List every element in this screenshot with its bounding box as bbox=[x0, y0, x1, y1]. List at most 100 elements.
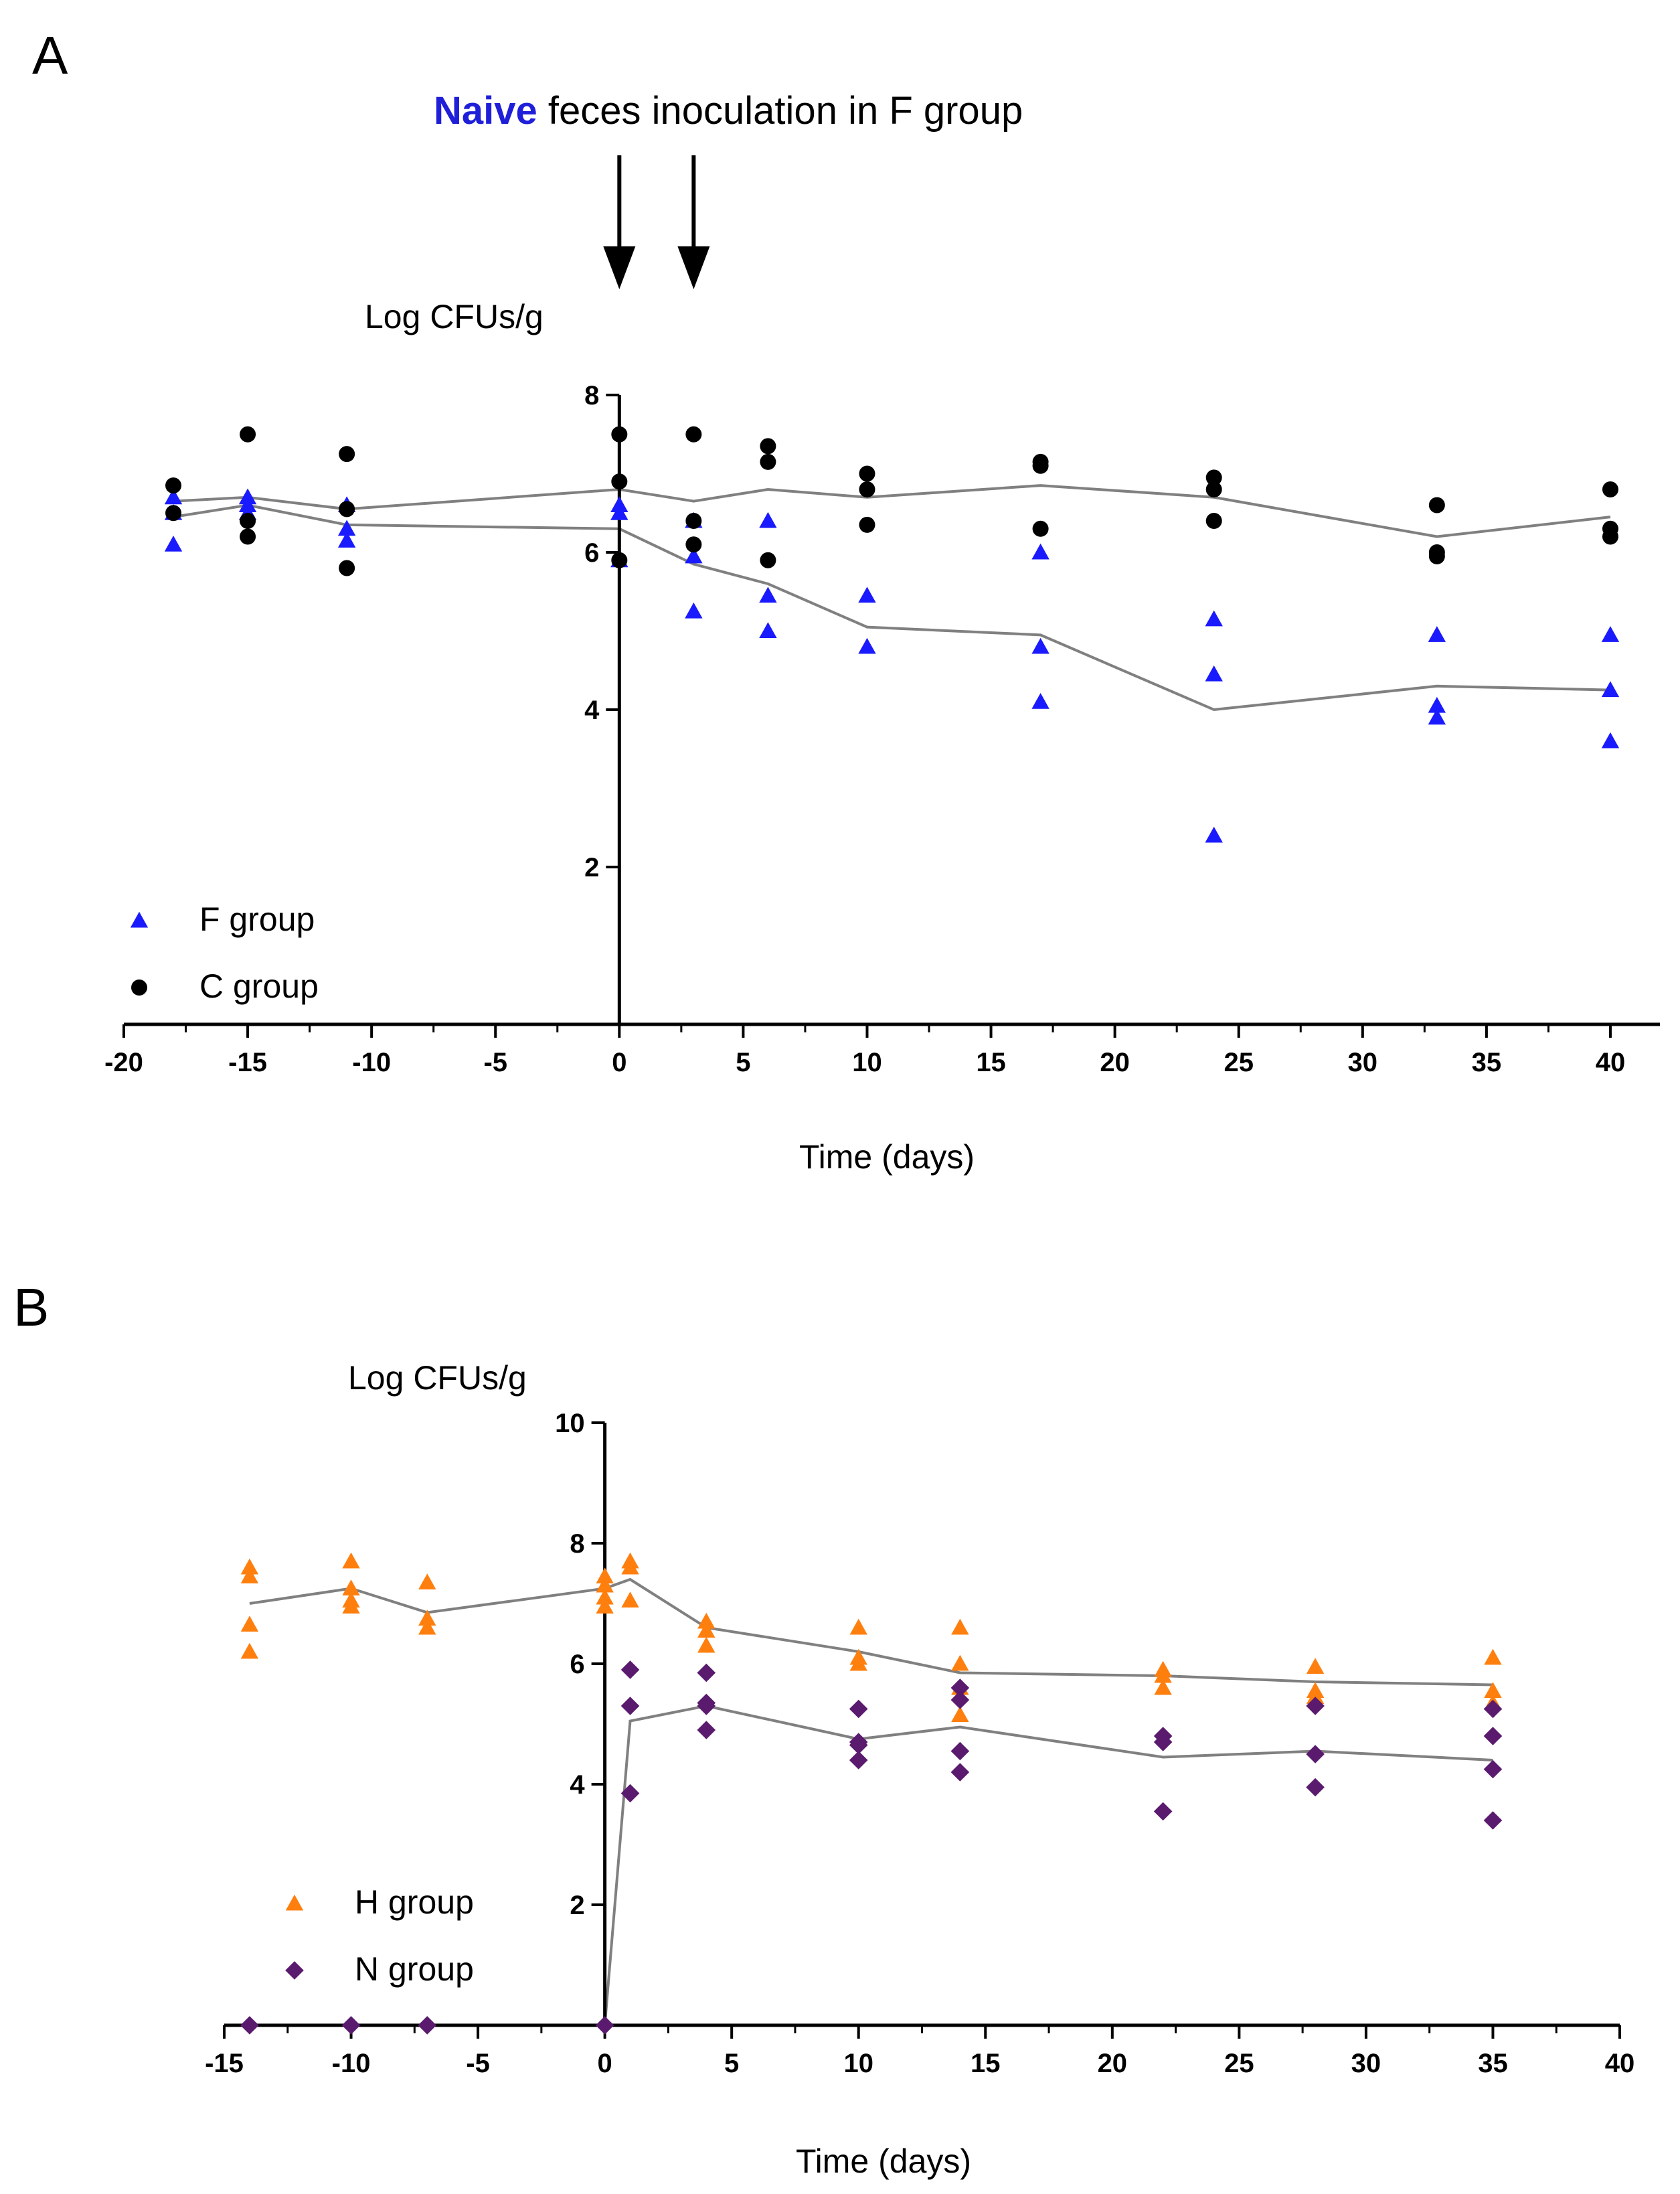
data-point-f-group bbox=[238, 488, 257, 505]
data-point-n-group bbox=[950, 1763, 970, 1782]
data-point-n-group bbox=[950, 1741, 970, 1761]
data-point-c-group bbox=[165, 477, 182, 494]
trend-line-h-group bbox=[249, 1577, 1493, 1687]
panel-a-data-points bbox=[164, 426, 1620, 843]
annotation-highlight: Naive bbox=[434, 89, 537, 133]
x-tick-label: 35 bbox=[1472, 1048, 1502, 1077]
data-point-n-group bbox=[1306, 1697, 1325, 1715]
data-point-n-group bbox=[1483, 1699, 1503, 1719]
y-tick-label: 10 bbox=[555, 1409, 585, 1438]
data-point-c-group bbox=[611, 426, 628, 443]
data-point-n-group bbox=[620, 1697, 640, 1715]
data-point-h-group bbox=[596, 1588, 614, 1605]
x-tick-label: -15 bbox=[205, 2049, 244, 2078]
data-point-c-group bbox=[1602, 520, 1618, 537]
data-point-n-group bbox=[1153, 1727, 1173, 1745]
y-tick-label: 8 bbox=[584, 381, 599, 410]
data-point-h-group bbox=[951, 1654, 969, 1671]
data-point-n-group bbox=[418, 2016, 437, 2035]
panel-b: B Log CFUs/g -15 -10 -5 0 5 10 15 20 25 30 35 40 2 4 6… bbox=[13, 1277, 1634, 2180]
x-tick-label: 30 bbox=[1348, 1048, 1378, 1077]
data-point-f-group bbox=[858, 637, 876, 654]
panel-a-ylabel: Log CFUs/g bbox=[365, 298, 543, 335]
data-point-n-group bbox=[620, 1784, 640, 1803]
data-point-n-group bbox=[1483, 1727, 1503, 1745]
data-point-h-group bbox=[342, 1591, 360, 1608]
panel-b-xlabel: Time (days) bbox=[796, 2142, 971, 2180]
data-point-h-group bbox=[697, 1622, 716, 1638]
data-point-h-group bbox=[951, 1618, 969, 1635]
panel-a-axes: -20 -15 -10 -5 0 5 10 15 20 25 30 35 40 2 4 6 8 bbox=[104, 381, 1660, 1077]
y-tick-label: 6 bbox=[584, 538, 599, 568]
data-point-f-group bbox=[337, 532, 356, 548]
data-point-f-group bbox=[164, 536, 183, 552]
data-point-f-group bbox=[1205, 826, 1223, 843]
legend-marker-n-group bbox=[285, 1961, 304, 1980]
legend-label: N group bbox=[355, 1950, 474, 1988]
data-point-c-group bbox=[1032, 520, 1049, 537]
data-point-c-group bbox=[611, 552, 628, 568]
data-point-f-group bbox=[1205, 665, 1223, 682]
x-tick-label: 5 bbox=[736, 1048, 750, 1077]
data-point-f-group bbox=[1601, 626, 1620, 642]
x-tick-label: 15 bbox=[971, 2049, 1001, 2078]
x-tick-label: 10 bbox=[843, 2049, 873, 2078]
data-point-n-group bbox=[849, 1733, 868, 1751]
legend-marker-f-group bbox=[130, 911, 149, 928]
data-point-c-group bbox=[1428, 544, 1445, 560]
data-point-f-group bbox=[759, 622, 777, 639]
data-point-c-group bbox=[1205, 469, 1222, 486]
data-point-f-group bbox=[858, 586, 876, 603]
panel-a-letter: A bbox=[32, 25, 68, 85]
data-point-h-group bbox=[240, 1642, 259, 1659]
data-point-h-group bbox=[621, 1552, 639, 1569]
data-point-c-group bbox=[685, 426, 702, 443]
data-point-n-group bbox=[341, 2016, 361, 2035]
data-point-f-group bbox=[759, 512, 777, 528]
data-point-n-group bbox=[240, 2016, 259, 2035]
legend-label: F group bbox=[199, 900, 315, 938]
data-point-c-group bbox=[240, 513, 256, 529]
data-point-h-group bbox=[418, 1573, 436, 1590]
data-point-f-group bbox=[337, 520, 356, 536]
data-point-h-group bbox=[849, 1648, 867, 1665]
trend-line-f-group bbox=[173, 503, 1611, 712]
data-point-n-group bbox=[1483, 1811, 1503, 1830]
y-tick-label: 2 bbox=[570, 1891, 584, 1920]
data-point-h-group bbox=[240, 1558, 259, 1575]
legend-label: H group bbox=[355, 1883, 474, 1921]
data-point-h-group bbox=[849, 1618, 867, 1635]
data-point-c-group bbox=[760, 438, 776, 455]
data-point-n-group bbox=[950, 1678, 970, 1697]
trend-line-c-group bbox=[173, 484, 1611, 538]
panel-b-axes: -15 -10 -5 0 5 10 15 20 25 30 35 40 2 4 6 8 10 bbox=[205, 1409, 1634, 2078]
data-point-c-group bbox=[859, 481, 875, 497]
y-tick-label: 2 bbox=[584, 853, 599, 882]
data-point-h-group bbox=[596, 1567, 614, 1584]
data-point-f-group bbox=[1205, 610, 1223, 627]
data-point-f-group bbox=[1428, 626, 1446, 642]
down-arrow-head-icon bbox=[603, 246, 636, 289]
data-point-c-group bbox=[165, 505, 182, 522]
data-point-h-group bbox=[1484, 1648, 1502, 1665]
data-point-h-group bbox=[1484, 1682, 1502, 1699]
x-tick-label: 25 bbox=[1224, 2049, 1254, 2078]
x-tick-label: -10 bbox=[332, 2049, 371, 2078]
data-point-f-group bbox=[1601, 681, 1620, 698]
data-point-c-group bbox=[760, 552, 776, 568]
trend-line-n-group bbox=[603, 1704, 1493, 2026]
x-tick-label: -20 bbox=[104, 1048, 143, 1077]
x-tick-label: 15 bbox=[976, 1048, 1006, 1077]
data-point-n-group bbox=[1306, 1778, 1325, 1797]
x-tick-label: 0 bbox=[598, 2049, 612, 2078]
data-point-c-group bbox=[1205, 513, 1222, 529]
y-tick-label: 4 bbox=[570, 1770, 585, 1800]
data-point-n-group bbox=[1306, 1745, 1325, 1764]
data-point-c-group bbox=[240, 426, 256, 443]
data-point-h-group bbox=[342, 1579, 360, 1596]
data-point-n-group bbox=[950, 1691, 970, 1709]
data-point-h-group bbox=[240, 1616, 259, 1632]
data-point-n-group bbox=[1483, 1759, 1503, 1779]
x-tick-label: 30 bbox=[1351, 2049, 1381, 2078]
